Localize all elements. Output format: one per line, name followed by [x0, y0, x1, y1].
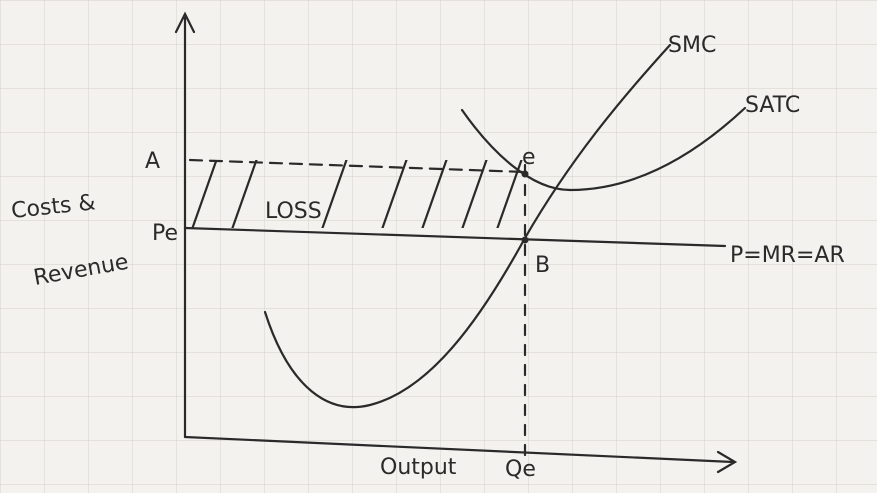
- point-e: [522, 171, 529, 178]
- price-line-label: P=MR=AR: [730, 243, 845, 268]
- e-label: e: [522, 145, 536, 170]
- loss-label: LOSS: [265, 199, 322, 224]
- satc-label: SATC: [745, 93, 800, 118]
- smc-label: SMC: [668, 33, 716, 58]
- pe-label: Pe: [152, 221, 178, 246]
- diagram: SMC SATC A e Costs & Revenue Pe LOSS B P…: [0, 0, 877, 493]
- page: {"curves": {"smc": "SMC", "satc": "SATC"…: [0, 0, 877, 493]
- qe-label: Qe: [505, 457, 536, 482]
- a-label: A: [145, 149, 160, 174]
- point-b: [522, 237, 529, 244]
- x-axis-label: Output: [380, 455, 457, 480]
- b-label: B: [535, 253, 550, 278]
